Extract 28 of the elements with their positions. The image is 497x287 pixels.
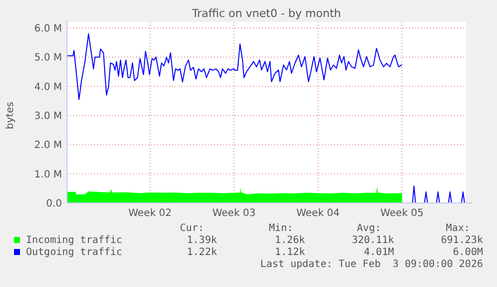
x-tick-label: Week 05 [380, 208, 424, 219]
text: Max: [446, 223, 470, 234]
y-tick-label: 2.0 M [34, 140, 62, 152]
text: Cur: [180, 223, 204, 234]
y-tick-label: 0.0 [46, 198, 62, 210]
text: 6.00M [452, 247, 483, 258]
chart-title: Traffic on vnet0 - by month [191, 7, 341, 20]
text: 1.12k [274, 247, 305, 258]
text: 320.11k [352, 235, 394, 246]
y-tick-label: 5.0 M [34, 52, 62, 64]
text: Avg: [356, 223, 381, 234]
y-tick-label: 1.0 M [34, 169, 62, 180]
x-tick-label: Week 02 [128, 208, 172, 219]
x-tick-label: Week 03 [212, 208, 256, 219]
text: 1.22k [186, 247, 217, 258]
y-axis-title: bytes [5, 102, 16, 130]
text: 691.23k [440, 235, 483, 246]
y-tick-label: 4.0 M [34, 82, 62, 93]
y-tick-label: 3.0 M [34, 111, 62, 122]
x-tick-label: Week 04 [296, 208, 340, 219]
legend-label: Outgoing traffic [26, 247, 122, 258]
text: Min: [268, 223, 293, 234]
text: Last update: Tue Feb 3 09:00:00 2026 [260, 259, 483, 270]
y-tick-label: 6.0 M [34, 24, 62, 34]
text: 1.39k [186, 235, 217, 246]
legend-label: Incoming traffic [26, 235, 122, 246]
text: 1.26k [274, 235, 305, 246]
text: 4.01M [364, 247, 394, 258]
